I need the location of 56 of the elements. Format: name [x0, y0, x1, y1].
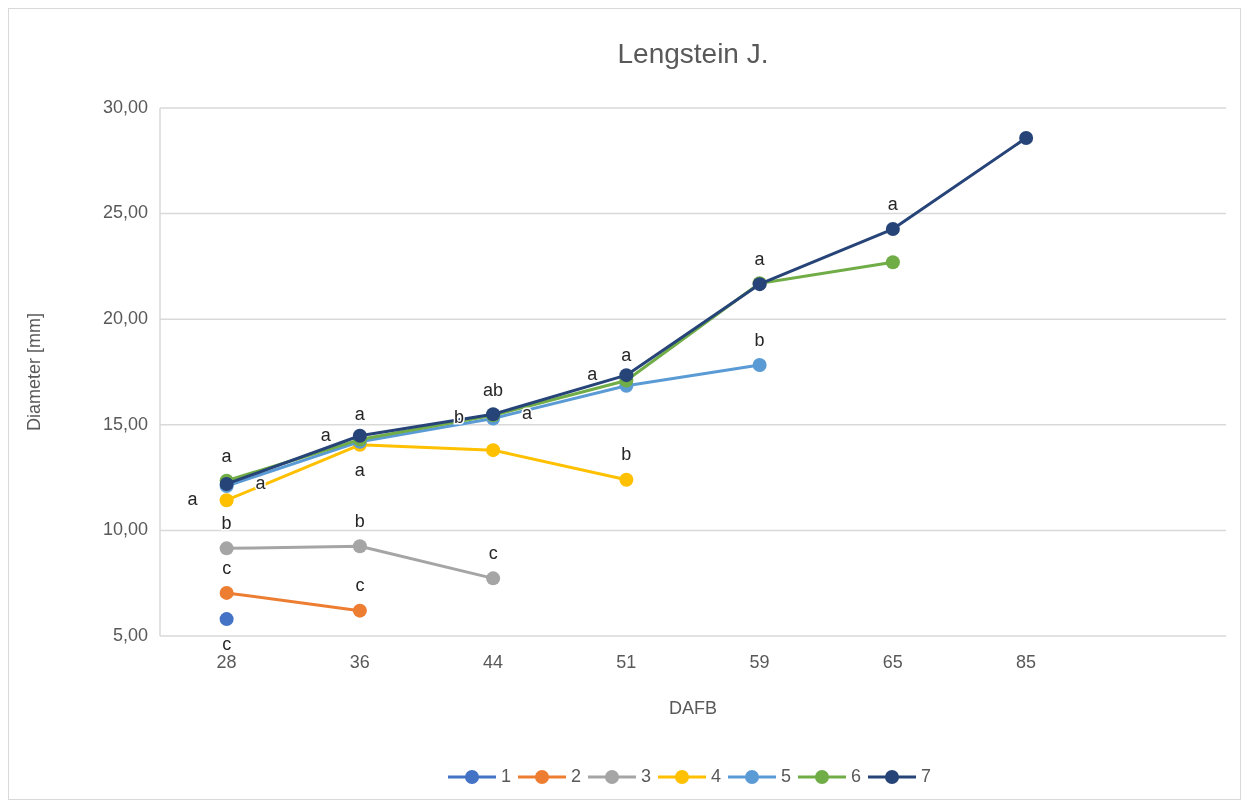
annotation: c: [488, 543, 498, 564]
annotation: c: [222, 633, 232, 654]
x-tick-label: 28: [216, 652, 237, 672]
annotation: a: [354, 459, 366, 480]
point: [352, 428, 367, 443]
annotation: b: [221, 513, 232, 534]
legend-label: 4: [711, 765, 722, 786]
x-tick-label: 51: [616, 652, 637, 672]
x-tick-label: 36: [349, 652, 370, 672]
annotation: a: [587, 363, 599, 384]
annotation: c: [355, 575, 365, 596]
annotation: a: [621, 345, 633, 366]
annotation: a: [887, 193, 899, 214]
legend-label: 3: [641, 765, 652, 786]
annotation: b: [754, 329, 765, 350]
x-tick-label: 59: [749, 652, 770, 672]
legend-label: 1: [501, 765, 512, 786]
legend-label: 6: [851, 765, 862, 786]
annotation: b: [621, 444, 632, 465]
x-tick-label: 65: [882, 652, 903, 672]
point: [219, 541, 234, 556]
y-axis-title: Diameter [mm]: [24, 312, 44, 432]
annotation: a: [754, 248, 766, 269]
legend-label: 5: [781, 765, 792, 786]
point: [752, 358, 767, 373]
annotation: a: [187, 488, 199, 509]
point: [1019, 130, 1034, 145]
x-axis-title: DAFB: [668, 698, 718, 718]
point: [619, 368, 634, 383]
chart-title: Lengstein J.: [617, 38, 769, 69]
y-tick-label: 30,00: [102, 96, 148, 117]
annotation: c: [222, 557, 232, 578]
point: [619, 472, 634, 487]
point: [352, 539, 367, 554]
point: [352, 603, 367, 618]
legend-label: 2: [571, 765, 582, 786]
point: [885, 222, 900, 237]
point: [219, 612, 234, 627]
point: [219, 585, 234, 600]
annotation: a: [354, 404, 366, 425]
point: [486, 443, 501, 458]
annotation: a: [320, 424, 332, 445]
legend-label: 7: [921, 765, 932, 786]
point: [486, 571, 501, 586]
annotation: ab: [483, 380, 504, 401]
x-tick-label: 85: [1016, 652, 1037, 672]
y-tick-label: 25,00: [102, 202, 148, 223]
x-tick-label: 44: [483, 652, 504, 672]
annotation: b: [354, 510, 365, 531]
y-tick-label: 15,00: [102, 413, 148, 434]
y-tick-label: 10,00: [102, 519, 148, 540]
y-tick-label: 20,00: [102, 307, 148, 328]
point: [219, 493, 234, 508]
y-tick-label: 5,00: [112, 624, 148, 645]
annotation: a: [221, 445, 233, 466]
point: [885, 255, 900, 270]
